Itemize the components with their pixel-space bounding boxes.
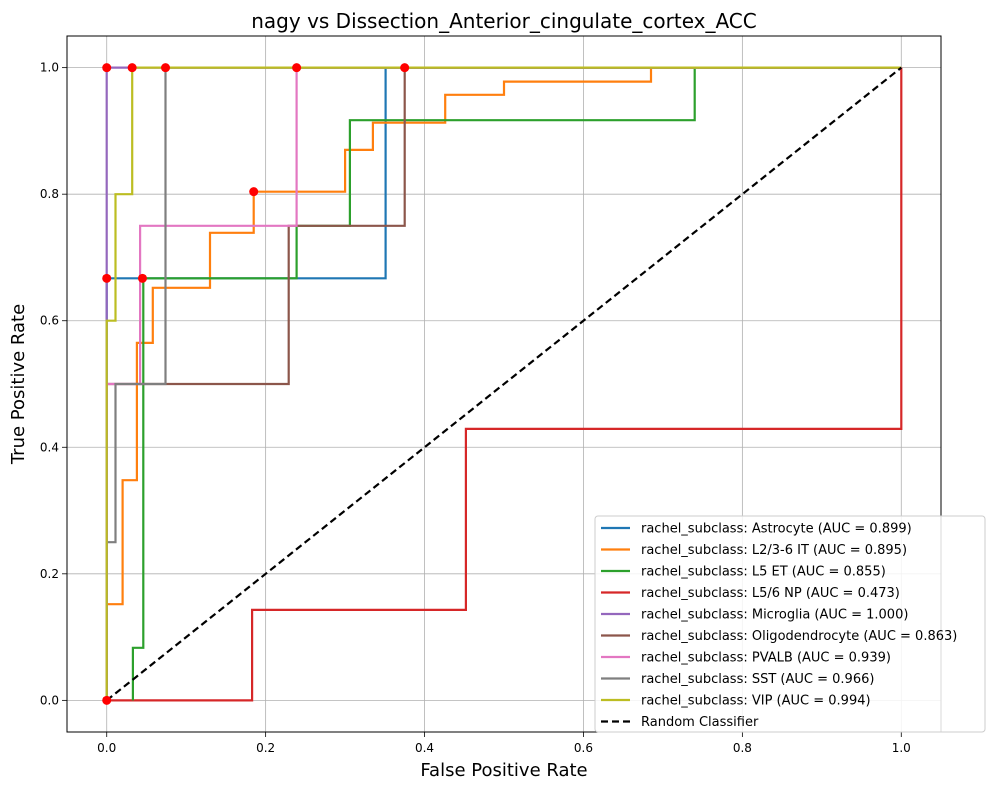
legend-label: rachel_subclass: Microglia (AUC = 1.000) (641, 608, 908, 623)
legend-label: rachel_subclass: VIP (AUC = 0.994) (641, 694, 871, 709)
threshold-marker (292, 63, 302, 73)
y-tick-label: 0.8 (40, 187, 59, 201)
x-tick-label: 0.0 (97, 741, 116, 755)
x-tick-label: 0.2 (256, 741, 275, 755)
legend-label: rachel_subclass: L2/3-6 IT (AUC = 0.895) (641, 543, 907, 558)
legend-label: rachel_subclass: Oligodendrocyte (AUC = … (641, 629, 957, 644)
y-tick-label: 0.2 (40, 567, 59, 581)
x-axis-label: False Positive Rate (420, 760, 587, 781)
threshold-marker (137, 273, 147, 283)
threshold-marker (102, 273, 112, 283)
threshold-marker (127, 63, 137, 73)
y-tick-label: 1.0 (40, 61, 59, 75)
chart-title: nagy vs Dissection_Anterior_cingulate_co… (251, 9, 757, 33)
legend-label: Random Classifier (641, 715, 759, 730)
threshold-marker (400, 63, 410, 73)
threshold-marker (249, 187, 259, 197)
series-line-9 (106, 66, 902, 702)
legend-box (594, 515, 986, 733)
threshold-marker (161, 63, 171, 73)
threshold-marker (102, 63, 112, 73)
legend-label: rachel_subclass: L5 ET (AUC = 0.855) (641, 565, 886, 580)
x-tick-label: 1.0 (892, 741, 911, 755)
threshold-marker (102, 695, 112, 705)
legend-label: rachel_subclass: Astrocyte (AUC = 0.899) (641, 522, 912, 537)
x-tick-label: 0.6 (574, 741, 593, 755)
y-axis-label: True Positive Rate (8, 304, 29, 465)
x-tick-label: 0.8 (733, 741, 752, 755)
legend: rachel_subclass: Astrocyte (AUC = 0.899)… (594, 515, 986, 733)
x-ticks: 0.0 0.2 0.4 0.6 0.8 1.0 (97, 732, 911, 755)
y-tick-label: 0.6 (40, 314, 59, 328)
y-tick-label: 0.0 (40, 693, 59, 707)
y-tick-label: 0.4 (40, 440, 59, 454)
plot-frame (66, 35, 942, 733)
series-line-3 (106, 67, 903, 702)
legend-label: rachel_subclass: PVALB (AUC = 0.939) (641, 651, 891, 666)
threshold-markers (102, 63, 410, 705)
y-ticks: 0.0 0.2 0.4 0.6 0.8 1.0 (40, 61, 67, 707)
legend-label: rachel_subclass: L5/6 NP (AUC = 0.473) (641, 586, 900, 601)
x-tick-label: 0.4 (415, 741, 434, 755)
legend-label: rachel_subclass: SST (AUC = 0.966) (641, 672, 874, 687)
series-lines (105, 66, 903, 702)
